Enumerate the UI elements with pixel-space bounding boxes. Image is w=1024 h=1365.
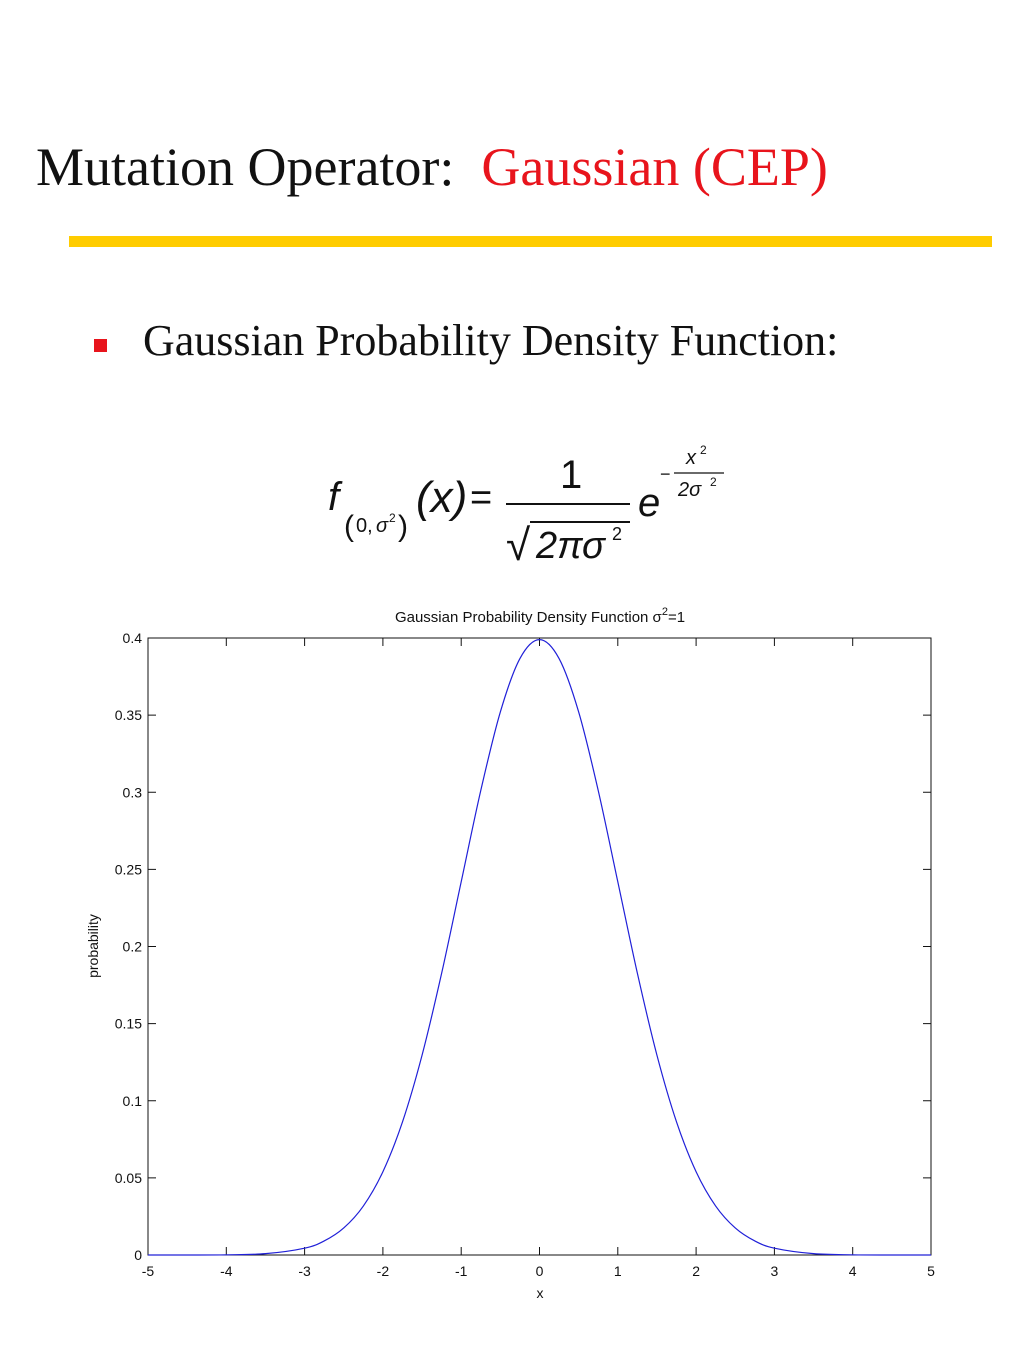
gaussian-pdf-formula: f ( 0, σ 2 ) (x) = 1 √ 2πσ 2 e − x 2 2σ … <box>328 443 724 570</box>
x-tick-label: -4 <box>220 1263 233 1279</box>
y-tick-label: 0.25 <box>115 861 142 877</box>
y-tick-label: 0.2 <box>123 939 143 955</box>
slide-title-accent: Gaussian (CEP) <box>481 137 828 197</box>
formula-exp-den-exp: 2 <box>710 475 717 489</box>
formula-exp-den: 2σ <box>677 479 702 501</box>
x-tick-label: -3 <box>298 1263 311 1279</box>
x-tick-label: 3 <box>771 1263 779 1279</box>
formula-equals: = <box>470 477 492 519</box>
x-tick-label: 0 <box>536 1263 544 1279</box>
series-line-gaussian-pdf <box>147 639 932 1256</box>
formula-denominator: 2πσ <box>535 525 607 567</box>
slide-title: Mutation Operator: Gaussian (CEP) <box>36 136 828 198</box>
y-tick-label: 0 <box>134 1247 142 1263</box>
gaussian-pdf-chart: Gaussian Probability Density Function σ2… <box>85 606 935 1301</box>
chart-title: Gaussian Probability Density Function σ2… <box>395 606 685 626</box>
x-tick-label: 1 <box>614 1263 622 1279</box>
formula-radical: √ <box>506 521 531 570</box>
title-underline-rule <box>69 236 992 247</box>
formula-func-symbol: f <box>328 475 343 519</box>
formula-sub-open: ( <box>344 510 354 543</box>
formula-sub-close: ) <box>398 510 408 543</box>
formula-numerator: 1 <box>560 453 582 497</box>
y-tick-label: 0.05 <box>115 1170 142 1186</box>
bullet-square-icon <box>94 339 107 352</box>
y-axis-label: probability <box>85 914 101 978</box>
formula-exp-minus: − <box>660 464 671 484</box>
y-tick-label: 0.4 <box>123 630 143 646</box>
x-tick-label: 2 <box>692 1263 700 1279</box>
x-tick-label: -2 <box>377 1263 390 1279</box>
x-tick-label: 4 <box>849 1263 857 1279</box>
y-tick-label: 0.3 <box>123 784 143 800</box>
formula-base-e: e <box>638 481 660 525</box>
formula-exp-num: x <box>685 447 697 469</box>
formula-argument: (x) <box>416 473 467 522</box>
slide-title-main: Mutation Operator: <box>36 137 455 197</box>
x-tick-label: 5 <box>927 1263 935 1279</box>
x-axis-label: x <box>537 1285 544 1301</box>
y-tick-label: 0.35 <box>115 707 142 723</box>
formula-sub-zero-comma: 0, <box>356 515 373 537</box>
y-tick-label: 0.1 <box>123 1093 143 1109</box>
formula-sub-sigma-exp: 2 <box>389 511 396 525</box>
plot-area-frame <box>147 637 932 1256</box>
y-tick-label: 0.15 <box>115 1016 142 1032</box>
x-tick-label: -5 <box>142 1263 155 1279</box>
formula-sub-sigma: σ <box>376 515 389 537</box>
formula-denominator-exp: 2 <box>612 524 622 544</box>
bullet-text: Gaussian Probability Density Function: <box>143 316 839 365</box>
x-tick-label: -1 <box>455 1263 468 1279</box>
formula-exp-num-exp: 2 <box>700 443 707 457</box>
